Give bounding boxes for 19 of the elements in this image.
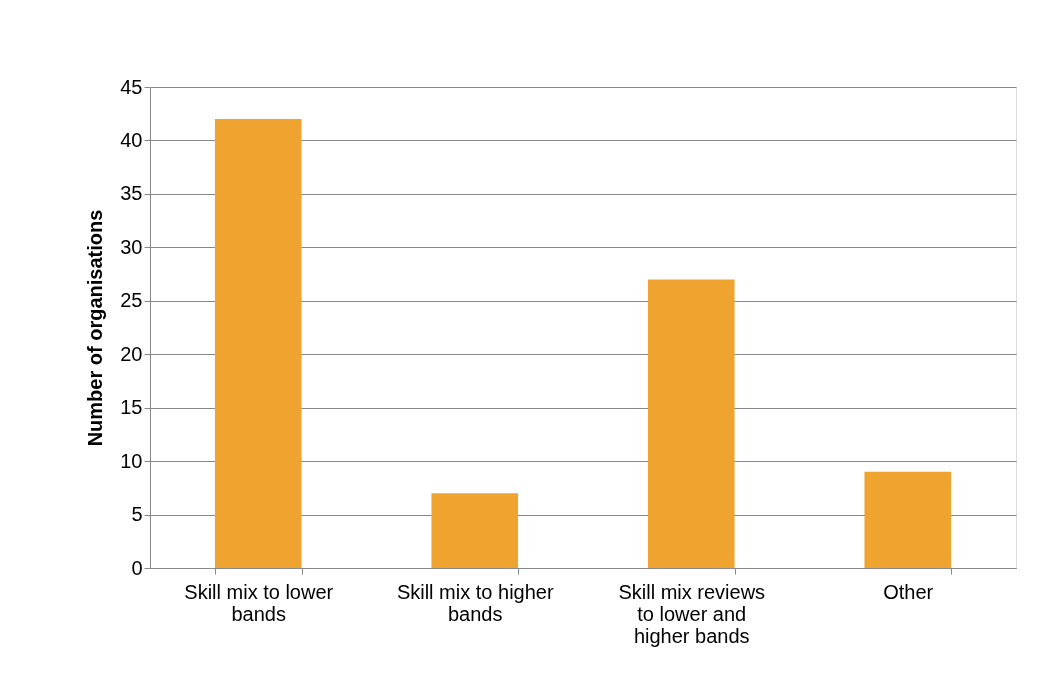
bar <box>864 471 952 568</box>
bar <box>647 279 735 568</box>
y-tick-label: 40 <box>120 128 143 151</box>
y-tick-label: 35 <box>120 182 143 205</box>
x-tick-label: Skill mix reviews to lower and higher bands <box>618 580 766 647</box>
y-tick-label: 45 <box>120 75 143 98</box>
bar <box>214 119 302 568</box>
y-tick-label: 15 <box>120 396 143 419</box>
y-tick-label: 30 <box>120 235 143 258</box>
y-tick-label: 25 <box>120 289 143 312</box>
x-tick-label: Skill mix to lower bands <box>184 580 334 625</box>
bar <box>431 493 519 568</box>
y-tick-label: 10 <box>120 449 143 472</box>
x-tick-label: Skill mix to higher bands <box>396 580 554 625</box>
x-tick-label: Other <box>883 580 934 603</box>
y-axis-title: Number of organisations <box>84 209 107 447</box>
y-tick-label: 0 <box>131 556 143 579</box>
y-tick-label: 20 <box>120 342 143 365</box>
y-tick-label: 5 <box>131 503 143 526</box>
